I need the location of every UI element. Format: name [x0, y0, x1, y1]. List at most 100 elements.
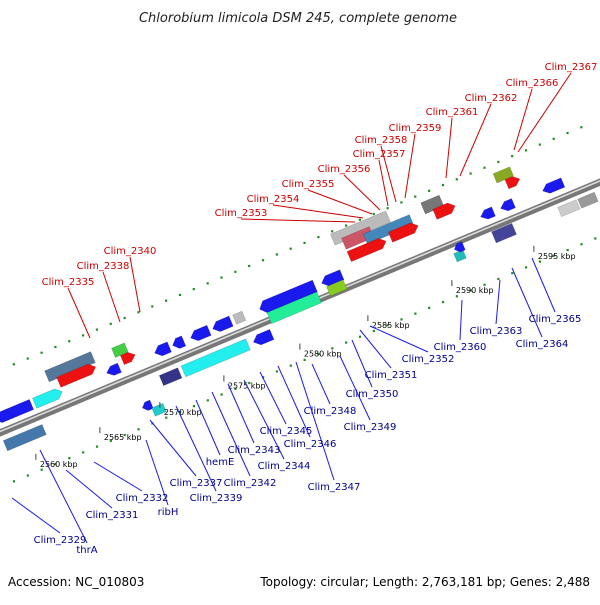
bottom-gene-label: Clim_2349: [344, 422, 397, 433]
label-leader: [11, 497, 61, 534]
top-gene-label: Clim_2355: [282, 179, 335, 190]
scale-dot: [68, 340, 71, 343]
scale-dot: [178, 410, 182, 414]
scale-dot: [441, 300, 445, 304]
scale-dot: [12, 363, 15, 366]
scale-dot: [82, 451, 85, 454]
gene-arrow: [432, 202, 456, 220]
scale-dot: [428, 306, 431, 309]
scale-dot: [303, 241, 306, 244]
bottom-gene-label: Clim_2360: [434, 342, 487, 353]
gene-box: [180, 338, 251, 378]
gene-arrow: [154, 341, 172, 357]
label-leader: [307, 189, 373, 215]
gene-feature: [326, 279, 348, 297]
label-leader: [211, 391, 251, 477]
scale-dot: [248, 381, 251, 385]
bottom-gene-label: Clim_2329: [34, 535, 87, 546]
scale-dot: [358, 218, 362, 221]
gene-feature: [32, 388, 63, 409]
label-leader: [531, 257, 556, 313]
scale-dot: [234, 387, 237, 390]
scale-dot: [68, 457, 71, 460]
scale-dot: [469, 172, 472, 175]
label-leader: [277, 365, 311, 438]
label-leader: [145, 439, 169, 506]
gene-feature: [232, 310, 247, 325]
label-leader: [259, 371, 287, 425]
scale-dot: [538, 143, 541, 146]
scale-dot: [511, 272, 514, 275]
bottom-gene-label: Clim_2337: [170, 478, 223, 489]
top-gene-label: Clim_2361: [426, 107, 479, 118]
gene-box: [491, 223, 517, 244]
scale-dot: [524, 266, 528, 269]
label-leader: [351, 339, 373, 388]
scale-dot: [455, 178, 458, 181]
gene-feature: [120, 352, 136, 366]
scale-dot: [81, 334, 85, 337]
scale-dot: [192, 405, 196, 408]
gene-feature: [480, 206, 496, 220]
scale-dot: [372, 329, 375, 333]
label-leader: [378, 159, 389, 207]
label-leader: [65, 469, 113, 509]
scale-dot: [428, 189, 431, 192]
bottom-gene-label: Clim_2348: [304, 406, 357, 417]
top-gene-label: Clim_2357: [353, 149, 406, 160]
gene-feature: [2, 424, 47, 452]
gene-arrow: [500, 198, 516, 212]
scale-dot: [206, 282, 209, 285]
gene-feature: [577, 191, 599, 209]
bottom-gene-label: Clim_2346: [284, 439, 337, 450]
gene-arrow: [212, 315, 234, 332]
scale-dot: [580, 243, 583, 246]
bottom-gene-label: thrA: [76, 545, 97, 556]
gene-arrow: [32, 388, 63, 409]
label-leader: [129, 256, 141, 313]
bottom-gene-label: Clim_2332: [116, 493, 169, 504]
scale-dot: [497, 160, 500, 164]
gene-feature: [453, 249, 467, 263]
bottom-gene-label: Clim_2344: [258, 461, 311, 472]
scale-dot: [483, 283, 486, 286]
scale-dot: [248, 264, 251, 268]
gene-box: [577, 191, 599, 209]
gene-arrow: [346, 238, 387, 263]
gene-feature: [542, 177, 566, 194]
label-leader: [243, 379, 285, 460]
gene-feature: [491, 223, 517, 244]
gene-box: [453, 249, 467, 263]
label-leader: [517, 72, 572, 153]
scale-dot: [206, 399, 209, 402]
scale-dot: [552, 137, 555, 140]
bottom-gene-label: Clim_2365: [529, 314, 582, 325]
gene-arrow: [453, 241, 466, 253]
top-gene-label: Clim_2362: [465, 93, 518, 104]
scale-dot: [12, 480, 16, 483]
scale-dots: [12, 126, 597, 483]
gene-arrow: [480, 206, 496, 220]
gene-feature: [106, 362, 122, 376]
bottom-gene-label: Clim_2352: [402, 354, 455, 365]
scale-dot: [289, 247, 292, 250]
scale-dot: [594, 237, 597, 240]
top-gene-label: Clim_2359: [389, 123, 442, 134]
gene-box: [557, 199, 581, 217]
gene-arrow: [0, 399, 34, 423]
scale-dot: [275, 253, 278, 256]
label-leader: [195, 399, 221, 456]
scale-dot: [123, 433, 126, 437]
top-gene-label: Clim_2354: [247, 194, 300, 205]
top-gene-label: Clim_2353: [215, 208, 268, 219]
label-leader: [459, 299, 463, 341]
scale-dot: [54, 462, 57, 466]
scale-dot: [566, 131, 569, 135]
gene-arrow: [172, 335, 187, 349]
scale-dot: [497, 277, 500, 281]
gene-box: [158, 367, 183, 386]
scale-tick-label: 2585 kbp: [372, 321, 410, 330]
scale-dot: [372, 212, 375, 216]
scale-tick-label: 2580 kbp: [304, 350, 342, 359]
gene-feature: [557, 199, 581, 217]
